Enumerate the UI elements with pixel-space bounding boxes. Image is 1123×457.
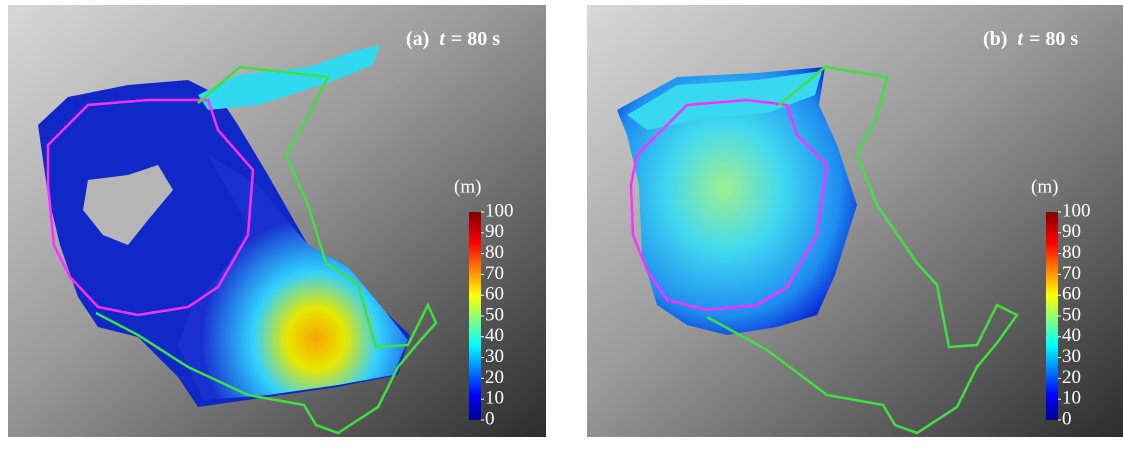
colorbar-tick-label: 80 — [485, 242, 504, 263]
colorbar-tick-label: 100 — [1062, 200, 1091, 221]
colorbar-tick-label: 30 — [1062, 346, 1081, 367]
panel-letter: (a) — [406, 28, 429, 50]
colorbar-tick-label: 60 — [1062, 284, 1081, 305]
colorbar — [469, 212, 481, 420]
colorbar-tick-label: 50 — [1062, 304, 1081, 325]
panel-letter: (b) — [983, 28, 1007, 50]
colorbar-tick-label: 20 — [1062, 367, 1081, 388]
colorbar-tick-label: 0 — [485, 408, 495, 429]
colorbar-tick-label: 70 — [485, 263, 504, 284]
figure: (a)t= 80 s(m)0102030405060708090100 (b)t… — [0, 0, 1123, 452]
time-value: = 80 s — [451, 28, 500, 50]
colorbar — [1046, 212, 1058, 420]
colorbar-tick-label: 90 — [485, 221, 504, 242]
panel-label: (b)t= 80 s — [983, 28, 1078, 50]
colorbar-tick-label: 10 — [1062, 388, 1081, 409]
colorbar-tick-label: 40 — [1062, 325, 1081, 346]
colorbar-tick-label: 0 — [1062, 408, 1072, 429]
colorbar-tick-label: 70 — [1062, 263, 1081, 284]
time-value: = 80 s — [1029, 28, 1078, 50]
colorbar-tick-label: 80 — [1062, 242, 1081, 263]
colorbar-tick-label: 30 — [485, 346, 504, 367]
colorbar-tick-label: 90 — [1062, 221, 1081, 242]
colorbar-tick-label: 50 — [485, 304, 504, 325]
panel-label: (a)t= 80 s — [406, 28, 500, 50]
colorbar-tick-label: 20 — [485, 367, 504, 388]
colorbar-tick-label: 10 — [485, 388, 504, 409]
colorbar-tick-label: 100 — [485, 200, 514, 221]
colorbar-unit: (m) — [1031, 176, 1058, 197]
colorbar-tick-label: 40 — [485, 325, 504, 346]
colorbar-unit: (m) — [454, 176, 481, 197]
colorbar-tick-label: 60 — [485, 284, 504, 305]
